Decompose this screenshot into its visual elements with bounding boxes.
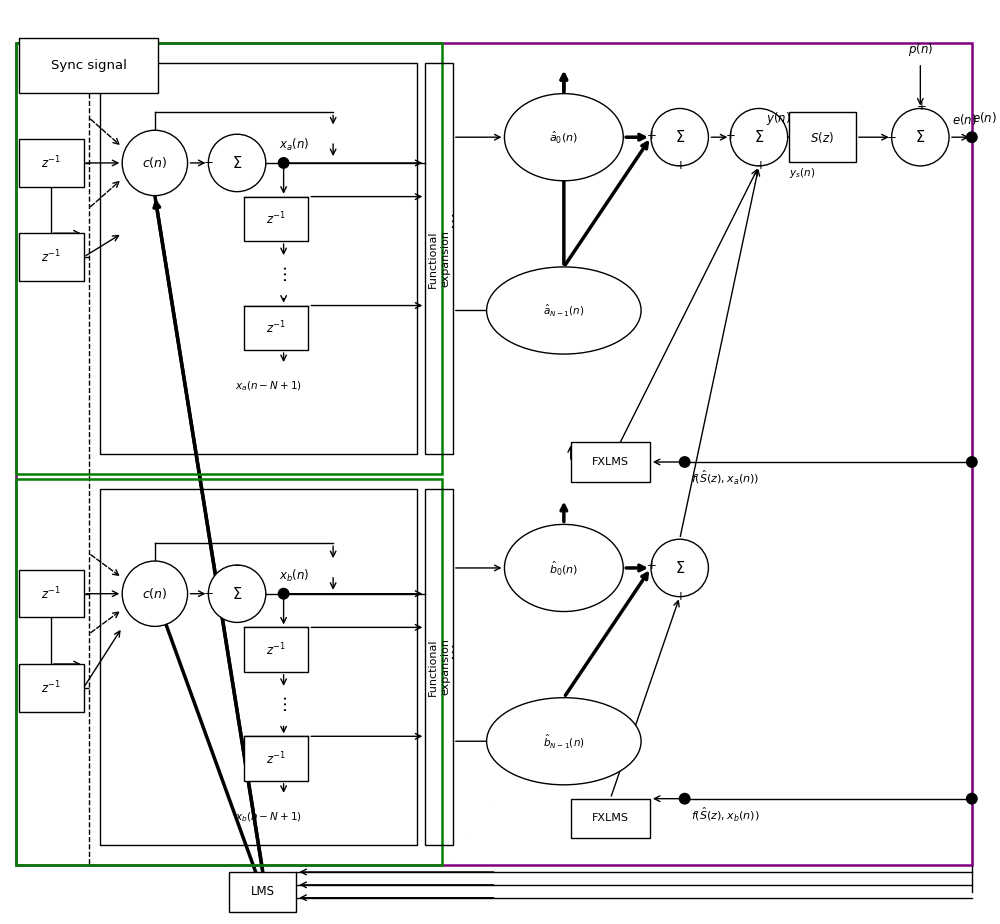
Text: $+$: $+$ (675, 160, 686, 173)
Text: $-$: $-$ (886, 128, 897, 141)
Text: $z^{-1}$: $z^{-1}$ (41, 586, 61, 602)
Bar (571, 443, 650, 481)
Text: $\Sigma$: $\Sigma$ (915, 129, 925, 145)
Bar (789, 113, 856, 162)
Bar (100, 489, 417, 845)
Bar (16, 479, 442, 865)
Bar (425, 489, 453, 845)
Text: $x_a(n-N+1)$: $x_a(n-N+1)$ (235, 380, 302, 394)
Text: $\hat{a}_{N-1}(n)$: $\hat{a}_{N-1}(n)$ (543, 302, 585, 319)
Bar (425, 63, 453, 454)
Circle shape (278, 157, 290, 169)
Text: $\hat{b}_{N-1}(n)$: $\hat{b}_{N-1}(n)$ (543, 733, 585, 750)
Circle shape (679, 456, 691, 468)
Circle shape (730, 108, 788, 166)
Text: $z^{-1}$: $z^{-1}$ (266, 320, 286, 336)
Text: $S(z)$: $S(z)$ (810, 129, 834, 145)
Bar (244, 736, 308, 781)
Text: FXLMS: FXLMS (592, 457, 629, 467)
Text: $p(n)$: $p(n)$ (908, 41, 933, 58)
Circle shape (966, 131, 978, 143)
Circle shape (892, 108, 949, 166)
Text: $+$: $+$ (916, 100, 927, 113)
Circle shape (208, 134, 266, 191)
Text: Sync signal: Sync signal (51, 59, 126, 72)
Text: $\Sigma$: $\Sigma$ (232, 155, 242, 171)
Circle shape (122, 561, 188, 626)
Text: $e(n)$: $e(n)$ (952, 113, 977, 128)
Ellipse shape (487, 267, 641, 354)
Bar (244, 627, 308, 672)
Text: LMS: LMS (251, 885, 275, 898)
Text: $\cdots$: $\cdots$ (443, 643, 461, 661)
Text: $\hat{b}_0(n)$: $\hat{b}_0(n)$ (549, 559, 578, 577)
Text: $z^{-1}$: $z^{-1}$ (266, 750, 286, 767)
Text: $-$: $-$ (203, 585, 214, 598)
Text: $+$: $+$ (646, 128, 656, 141)
Text: $e(n)$: $e(n)$ (972, 110, 997, 125)
Bar (100, 63, 417, 454)
Text: $\Sigma$: $\Sigma$ (675, 129, 685, 145)
Circle shape (679, 793, 691, 805)
Text: $c(n)$: $c(n)$ (142, 586, 168, 602)
Bar (244, 306, 308, 350)
Text: $+$: $+$ (675, 590, 686, 603)
Text: $+$: $+$ (646, 559, 656, 573)
Text: $x_b(n)$: $x_b(n)$ (279, 567, 309, 584)
Text: $\Sigma$: $\Sigma$ (754, 129, 764, 145)
Text: $z^{-1}$: $z^{-1}$ (41, 679, 61, 696)
Circle shape (651, 540, 708, 597)
Bar (19, 38, 158, 92)
Text: $\hat{a}_0(n)$: $\hat{a}_0(n)$ (549, 129, 578, 145)
Text: $f(\hat{S}(z),x_a(n))$: $f(\hat{S}(z),x_a(n))$ (691, 468, 759, 486)
Ellipse shape (504, 93, 623, 181)
Text: $-$: $-$ (233, 126, 243, 139)
Text: $c(n)$: $c(n)$ (142, 155, 168, 170)
Bar (16, 43, 442, 474)
Text: $\Sigma$: $\Sigma$ (675, 560, 685, 576)
Text: Functional
expansion: Functional expansion (428, 638, 450, 696)
Circle shape (966, 793, 978, 805)
Text: $\cdots$: $\cdots$ (275, 696, 293, 713)
Text: $f(\hat{S}(z),x_b(n))$: $f(\hat{S}(z),x_b(n))$ (691, 805, 759, 822)
Bar (229, 872, 296, 912)
Text: $x_a(n)$: $x_a(n)$ (279, 137, 309, 153)
Ellipse shape (504, 525, 623, 612)
Bar (19, 233, 84, 281)
Circle shape (208, 565, 266, 623)
Text: $z^{-1}$: $z^{-1}$ (266, 641, 286, 658)
Text: $z^{-1}$: $z^{-1}$ (41, 154, 61, 171)
Text: $\cdots$: $\cdots$ (275, 265, 293, 283)
Text: $z^{-1}$: $z^{-1}$ (41, 249, 61, 265)
Text: $-$: $-$ (233, 556, 243, 569)
Text: $y_s(n)$: $y_s(n)$ (789, 166, 815, 180)
Circle shape (966, 456, 978, 468)
Bar (19, 140, 84, 187)
Text: $\Sigma$: $\Sigma$ (232, 586, 242, 602)
Text: $z^{-1}$: $z^{-1}$ (266, 211, 286, 227)
Circle shape (278, 588, 290, 600)
Text: $-$: $-$ (203, 154, 214, 167)
Bar (244, 197, 308, 241)
Bar (571, 798, 650, 838)
Bar (16, 43, 972, 865)
Bar (19, 570, 84, 617)
Text: $+$: $+$ (725, 128, 736, 141)
Text: $\cdots$: $\cdots$ (443, 213, 461, 230)
Text: $y(n)$: $y(n)$ (766, 110, 791, 128)
Text: $x_b(n-N+1)$: $x_b(n-N+1)$ (235, 810, 302, 824)
Circle shape (651, 108, 708, 166)
Text: FXLMS: FXLMS (592, 813, 629, 823)
Circle shape (122, 130, 188, 196)
Bar (19, 664, 84, 711)
Text: Functional
expansion: Functional expansion (428, 230, 450, 287)
Text: $+$: $+$ (755, 160, 765, 173)
Ellipse shape (487, 698, 641, 784)
